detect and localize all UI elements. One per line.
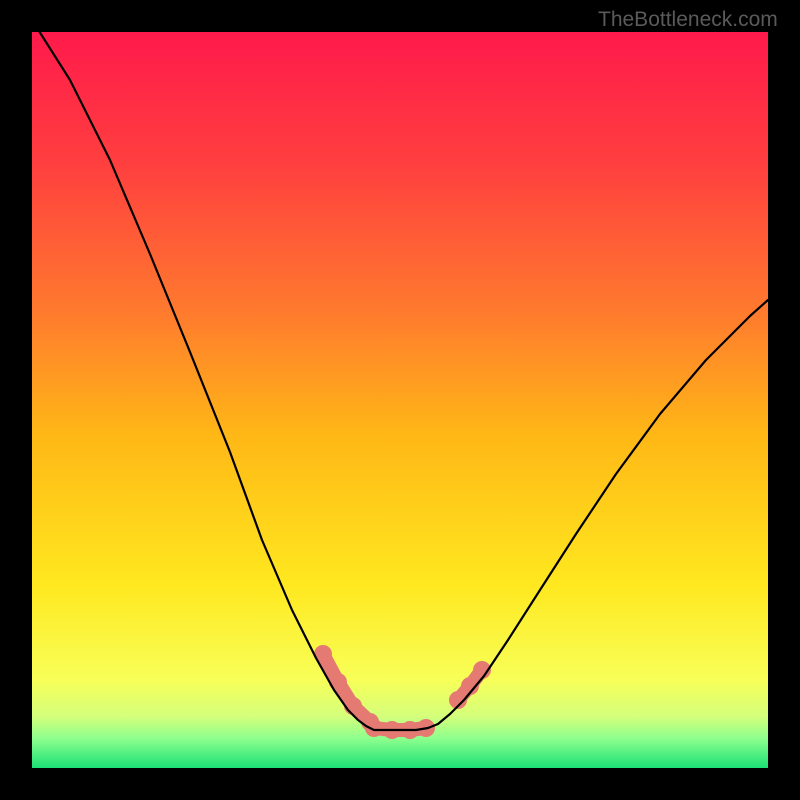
bottleneck-curve [32,20,768,730]
marker-layer [314,645,491,739]
chart-frame: TheBottleneck.com [0,0,800,800]
marker-dot [344,697,362,715]
marker-dot [329,673,347,691]
chart-svg [0,0,800,800]
